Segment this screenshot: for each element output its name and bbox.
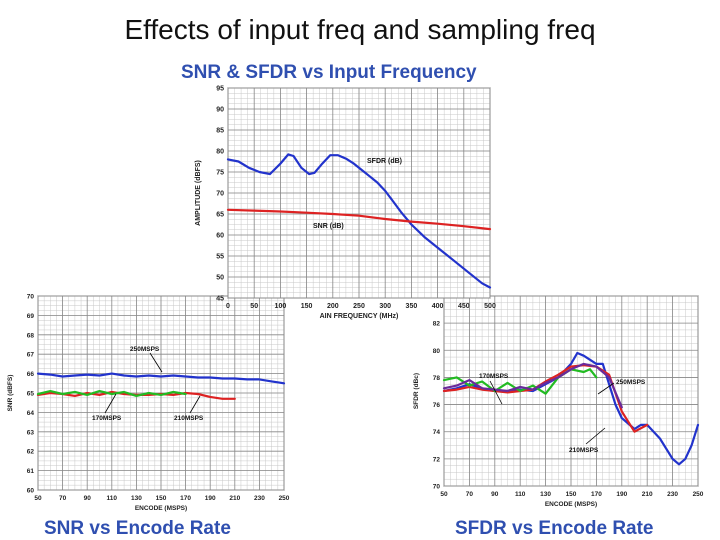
x-tick-label: 210 — [642, 491, 653, 498]
y-axis-label: SFDR (dBc) — [413, 373, 420, 409]
y-tick-label: 70 — [27, 294, 35, 301]
y-tick-label: 85 — [216, 128, 224, 135]
y-tick-label: 62 — [27, 449, 35, 456]
x-axis-label: ENCODE (MSPS) — [545, 501, 597, 508]
y-tick-label: 82 — [433, 321, 441, 328]
annotation-leader — [585, 427, 606, 445]
annotation-leader — [189, 395, 201, 414]
y-tick-label: 55 — [216, 254, 224, 261]
y-tick-label: 70 — [433, 484, 441, 491]
y-axis-label: AMPLITUDE (dBFS) — [195, 160, 202, 226]
annotation-label: 210MSPS — [569, 447, 599, 454]
x-tick-label: 190 — [205, 495, 216, 502]
x-tick-label: 90 — [84, 495, 92, 502]
annotation-label: 250MSPS — [130, 346, 160, 353]
annotation-leader — [149, 352, 163, 373]
x-tick-label: 110 — [107, 495, 118, 502]
x-tick-label: 150 — [301, 303, 313, 310]
annotation-leader — [104, 393, 117, 414]
series-line-0 — [226, 153, 492, 289]
x-tick-label: 300 — [379, 303, 391, 310]
chart-title-snr-encode: SNR vs Encode Rate — [44, 518, 231, 539]
y-tick-label: 50 — [216, 275, 224, 282]
y-tick-label: 68 — [27, 332, 35, 339]
x-tick-label: 250 — [693, 491, 704, 498]
y-tick-label: 64 — [27, 410, 35, 417]
x-tick-label: 170 — [180, 495, 191, 502]
x-tick-label: 500 — [484, 303, 496, 310]
annotation-label: 210MSPS — [174, 415, 204, 422]
x-tick-label: 100 — [275, 303, 287, 310]
y-tick-label: 72 — [433, 456, 441, 463]
y-tick-label: 66 — [27, 371, 35, 378]
x-tick-label: 210 — [229, 495, 240, 502]
annotation-label: SNR (dB) — [313, 223, 344, 230]
page-title: Effects of input freq and sampling freq — [124, 14, 596, 45]
y-tick-label: 63 — [27, 429, 35, 436]
snr-sfdr-vs-input-chart: 45 50 55 60 65 70 75 80 85 90 95 0 50 100 150 200 250 300… — [195, 86, 496, 321]
y-tick-label: 95 — [216, 86, 224, 93]
series-line-1 — [226, 208, 492, 231]
annotation-label: 170MSPS — [479, 373, 509, 380]
x-tick-label: 250 — [353, 303, 365, 310]
y-tick-label: 67 — [27, 352, 35, 359]
y-tick-label: 76 — [433, 402, 441, 409]
x-tick-label: 70 — [466, 491, 474, 498]
x-tick-label: 450 — [458, 303, 470, 310]
y-tick-label: 70 — [216, 191, 224, 198]
x-tick-label: 0 — [226, 303, 230, 310]
y-tick-label: 65 — [216, 212, 224, 219]
x-tick-label: 70 — [59, 495, 67, 502]
x-tick-label: 150 — [566, 491, 577, 498]
x-tick-label: 230 — [667, 491, 678, 498]
x-tick-label: 190 — [616, 491, 627, 498]
x-tick-label: 250 — [279, 495, 290, 502]
x-axis-label: AIN FREQUENCY (MHz) — [320, 313, 399, 320]
y-tick-label: 75 — [216, 170, 224, 177]
x-tick-label: 350 — [406, 303, 418, 310]
x-tick-label: 90 — [491, 491, 499, 498]
x-tick-label: 230 — [254, 495, 265, 502]
y-tick-label: 65 — [27, 391, 35, 398]
y-tick-label: 69 — [27, 313, 35, 320]
y-tick-label: 90 — [216, 107, 224, 114]
y-tick-label: 60 — [27, 488, 35, 495]
annotation-leader — [489, 380, 503, 405]
y-tick-label: 74 — [433, 429, 441, 436]
chart-title-snr-sfdr: SNR & SFDR vs Input Frequency — [181, 62, 477, 83]
x-tick-label: 130 — [131, 495, 142, 502]
x-tick-label: 200 — [327, 303, 339, 310]
y-tick-label: 80 — [216, 149, 224, 156]
x-tick-label: 400 — [432, 303, 444, 310]
x-tick-label: 50 — [34, 495, 42, 502]
x-tick-label: 150 — [156, 495, 167, 502]
series-line-3 — [442, 362, 623, 409]
y-tick-label: 60 — [216, 233, 224, 240]
annotation-label: 170MSPS — [92, 415, 122, 422]
sfdr-vs-encode-chart: 7072747678808284507090110130150170190210… — [413, 294, 704, 509]
chart-title-sfdr-encode: SFDR vs Encode Rate — [455, 518, 654, 539]
x-tick-label: 110 — [515, 491, 526, 498]
snr-vs-encode-chart: 60 61 62 63 64 65 66 67 68 69 70 50 70 90 110 130 150 170… — [7, 294, 290, 513]
x-tick-label: 50 — [250, 303, 258, 310]
annotation-label: 250MSPS — [616, 379, 646, 386]
annotation-label: SFDR (dB) — [367, 158, 402, 165]
series-line-2 — [36, 389, 187, 398]
y-tick-label: 45 — [216, 296, 224, 303]
x-tick-label: 130 — [540, 491, 551, 498]
y-tick-label: 78 — [433, 375, 441, 382]
y-tick-label: 80 — [433, 348, 441, 355]
y-axis-label: SNR (dBFS) — [7, 375, 14, 412]
series-line-0 — [36, 372, 286, 385]
x-tick-label: 170 — [591, 491, 602, 498]
annotation-leader — [597, 382, 615, 395]
x-axis-label: ENCODE (MSPS) — [135, 505, 187, 512]
y-tick-label: 61 — [27, 468, 35, 475]
x-tick-label: 50 — [440, 491, 448, 498]
